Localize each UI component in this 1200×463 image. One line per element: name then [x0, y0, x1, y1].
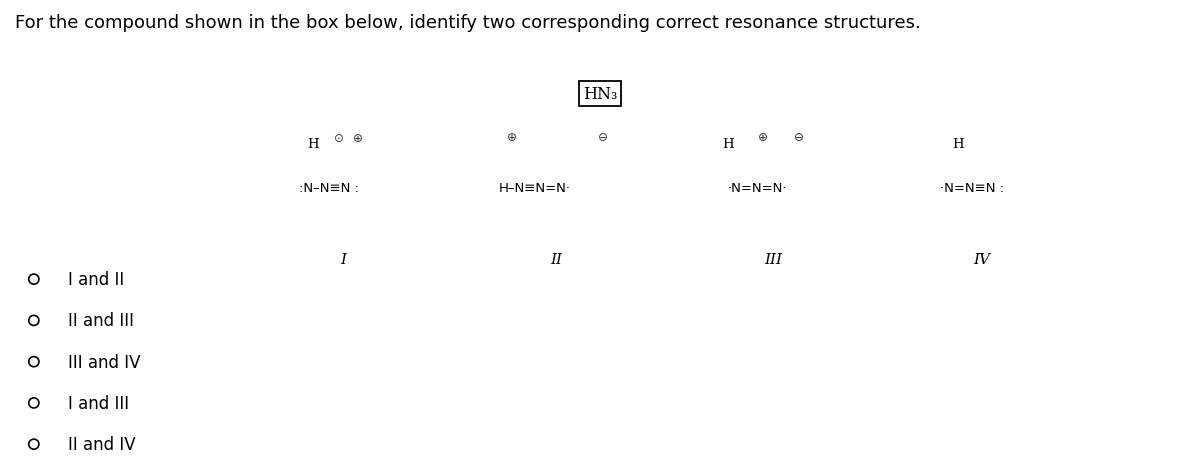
Text: ·N=N=N·: ·N=N=N· [728, 181, 787, 194]
Text: II and III: II and III [68, 312, 134, 330]
Text: III: III [764, 252, 782, 266]
Text: HN₃: HN₃ [583, 86, 617, 103]
Text: I and II: I and II [68, 270, 125, 288]
Text: I and III: I and III [68, 394, 130, 412]
Text: II: II [550, 252, 562, 266]
Text: :N–N≡N :: :N–N≡N : [299, 181, 359, 194]
Text: ·N=N≡N :: ·N=N≡N : [941, 181, 1004, 194]
Text: For the compound shown in the box below, identify two corresponding correct reso: For the compound shown in the box below,… [14, 14, 920, 32]
Text: H: H [722, 138, 733, 150]
Text: IV: IV [973, 252, 991, 266]
Text: ⊕: ⊕ [353, 131, 362, 144]
Text: H: H [307, 138, 319, 150]
Text: II and IV: II and IV [68, 435, 136, 453]
Text: ⊙: ⊙ [334, 131, 343, 144]
Text: ⊖: ⊖ [793, 130, 803, 143]
Text: I: I [340, 252, 346, 266]
Text: ⊕: ⊕ [757, 130, 768, 143]
Text: III and IV: III and IV [68, 353, 140, 371]
Text: H: H [953, 138, 964, 150]
Text: H–N≡N=N·: H–N≡N=N· [498, 181, 570, 194]
Text: ⊖: ⊖ [598, 130, 607, 143]
Text: ⊕: ⊕ [506, 130, 517, 143]
